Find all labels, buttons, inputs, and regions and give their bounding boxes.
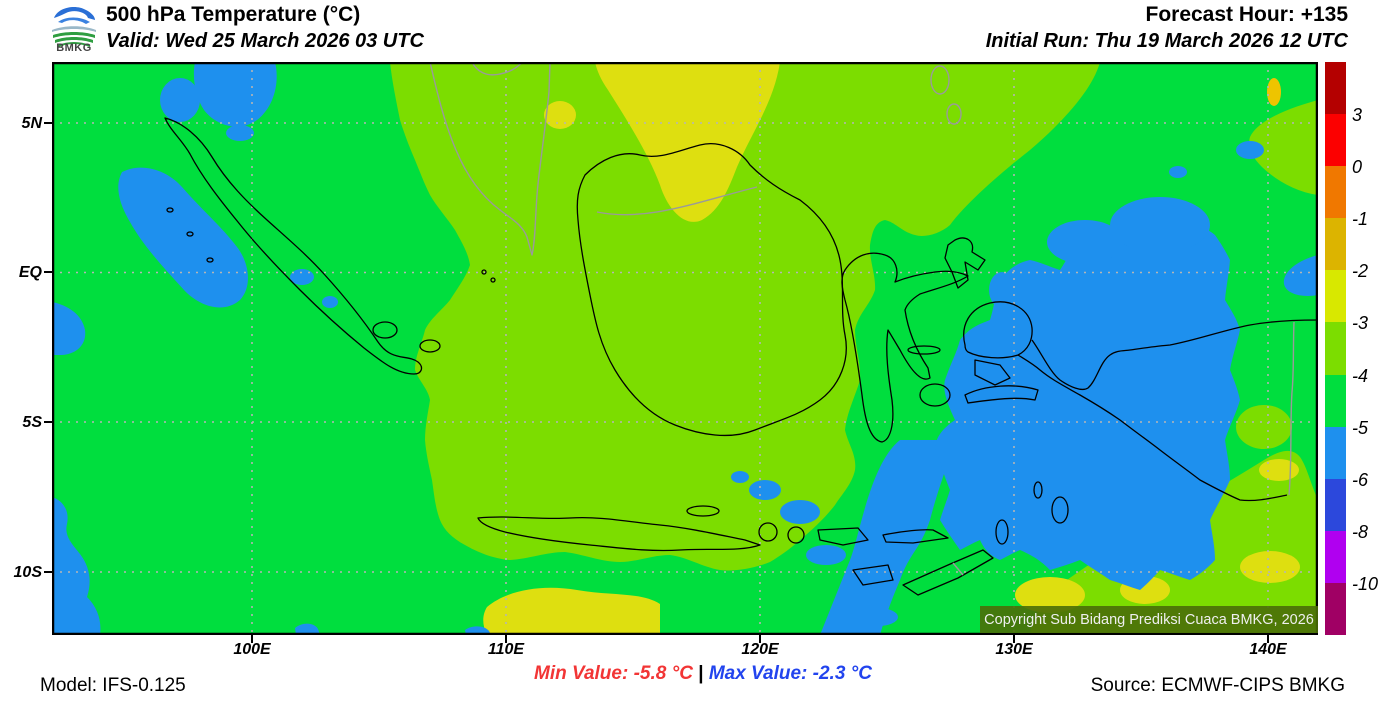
logo-cloud-icon xyxy=(52,6,96,47)
colorbar-label: -6 xyxy=(1352,470,1369,490)
max-value: Max Value: -2.3 °C xyxy=(708,663,872,684)
lat-tick xyxy=(44,421,52,423)
lat-tick xyxy=(44,571,52,573)
lon-tick xyxy=(505,635,507,643)
lon-label-140e: 140E xyxy=(1249,641,1287,658)
lon-label-110e: 110E xyxy=(487,641,525,658)
weather-map xyxy=(52,62,1318,635)
colorbar-segment xyxy=(1325,322,1346,375)
malay-peninsula-border xyxy=(429,62,551,256)
map-frame xyxy=(52,62,1318,635)
minmax-values: Min Value: -5.8 °C | Max Value: -2.3 °C xyxy=(453,663,953,685)
lon-label-130e: 130E xyxy=(995,641,1033,658)
borneo-country-border xyxy=(596,186,758,216)
papua-birds-head-coast xyxy=(963,301,1033,359)
papua-south-coast xyxy=(1017,354,1288,502)
colorbar-segment xyxy=(1325,374,1346,427)
colorbar-segment xyxy=(1325,478,1346,531)
model-label: Model: IFS-0.125 xyxy=(40,675,186,696)
colorbar-label: 0 xyxy=(1352,157,1363,177)
png-border xyxy=(1288,321,1295,496)
colorbar-label: -1 xyxy=(1352,209,1369,229)
colorbar-label: -3 xyxy=(1352,313,1369,333)
lon-tick xyxy=(1267,635,1269,643)
lat-label-5s: 5S xyxy=(22,414,42,431)
lat-label-5n: 5N xyxy=(21,115,42,132)
bmkg-logo-label: BMKG xyxy=(56,42,92,54)
colorbar-label: -10 xyxy=(1352,574,1379,594)
page-title: 500 hPa Temperature (°C) xyxy=(106,3,361,26)
lat-tick xyxy=(44,271,52,273)
bmkg-logo xyxy=(52,6,96,47)
seram-coast xyxy=(964,385,1039,404)
colorbar-segment xyxy=(1325,270,1346,323)
min-value: Min Value: -5.8 °C xyxy=(534,663,693,684)
java-coast xyxy=(477,516,761,552)
borneo-coast xyxy=(576,143,847,437)
coastlines xyxy=(164,62,1318,596)
region-blue xyxy=(52,62,1318,635)
colorbar-segment xyxy=(1325,62,1346,115)
lat-label-10s: 10S xyxy=(13,564,42,581)
region-light-green xyxy=(390,62,1318,635)
lon-tick xyxy=(759,635,761,643)
lat-label-eq: EQ xyxy=(18,264,42,281)
colorbar-label: 3 xyxy=(1352,105,1363,125)
colorbar-segment xyxy=(1325,426,1346,479)
colorbar-label: -2 xyxy=(1352,261,1369,281)
graticule xyxy=(52,62,1318,635)
temperature-map-canvas xyxy=(52,62,1318,635)
source-label: Source: ECMWF-CIPS BMKG xyxy=(1090,675,1345,696)
colorbar-label: -4 xyxy=(1352,366,1369,386)
colorbar-segment xyxy=(1325,582,1346,636)
colorbar-segment xyxy=(1325,530,1346,583)
forecast-hour: Forecast Hour: +135 xyxy=(1145,3,1349,26)
colorbar-segment xyxy=(1325,166,1346,219)
halmahera-coast xyxy=(944,237,986,289)
lon-label-120e: 120E xyxy=(741,641,779,658)
colorbar-segment xyxy=(1325,218,1346,271)
papua-north-coast xyxy=(1031,319,1318,391)
lon-tick xyxy=(251,635,253,643)
lon-label-100e: 100E xyxy=(233,641,271,658)
copyright-banner: Copyright Sub Bidang Prediksi Cuaca BMKG… xyxy=(980,606,1318,633)
lon-tick xyxy=(1013,635,1015,643)
sulawesi-coast xyxy=(841,252,969,443)
minmax-separator: | xyxy=(698,663,704,684)
sumatra-coast xyxy=(164,117,423,375)
temperature-colorbar xyxy=(1325,62,1346,636)
valid-time: Valid: Wed 25 March 2026 03 UTC xyxy=(106,30,424,52)
lat-tick xyxy=(44,122,52,124)
gold-spot xyxy=(1267,78,1281,106)
initial-run: Initial Run: Thu 19 March 2026 12 UTC xyxy=(985,30,1348,52)
colorbar-label: -5 xyxy=(1352,418,1369,438)
colorbar-label: -8 xyxy=(1352,522,1369,542)
timor-coast xyxy=(902,549,994,596)
colorbar-segment xyxy=(1325,114,1346,167)
